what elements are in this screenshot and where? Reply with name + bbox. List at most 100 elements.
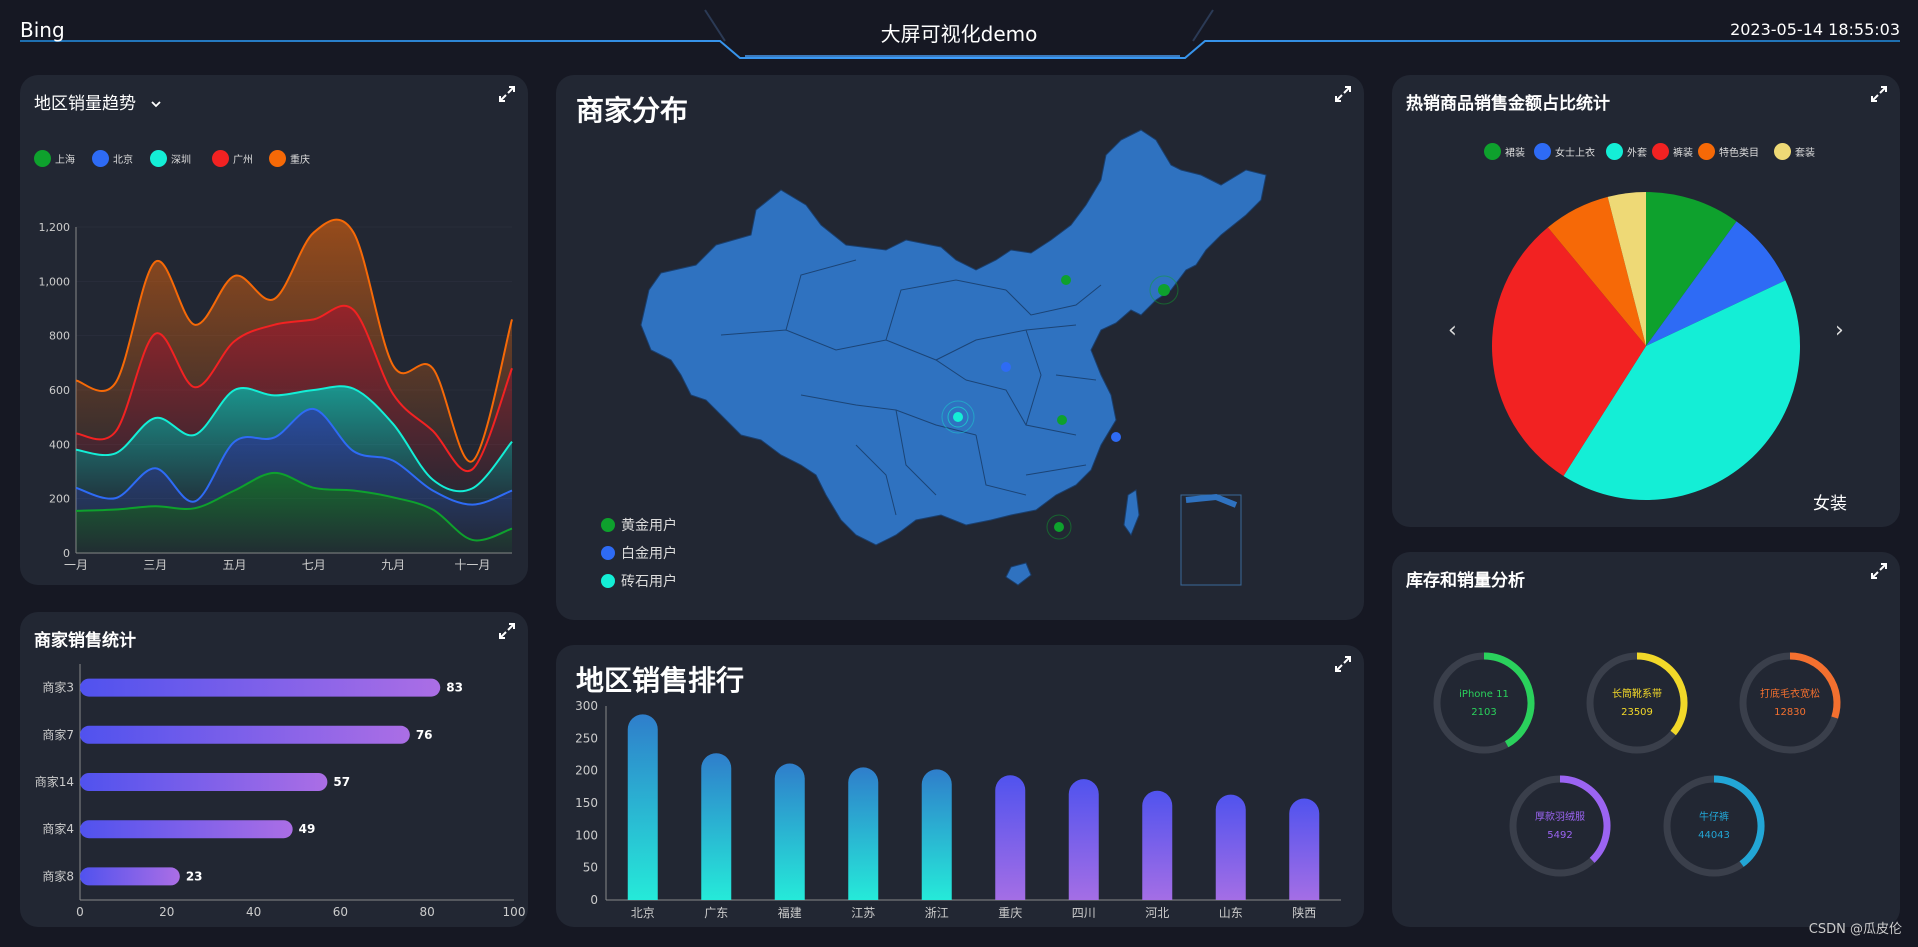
pie-slice-裙装[interactable] [1646,192,1737,346]
y-tick-label: 250 [575,731,598,745]
y-tick-label: 商家7 [42,727,74,742]
expand-icon[interactable] [1334,655,1352,673]
bar[interactable] [80,678,441,697]
ring-label: 打底毛衣宽松 [1760,687,1820,700]
marker-gold[interactable] [1057,415,1067,425]
pie-slice-套装[interactable] [1607,192,1646,346]
legend-item[interactable]: 重庆 [269,150,310,167]
x-tick-label: 陕西 [1292,905,1316,920]
map-legend-item[interactable]: 黄金用户 [601,515,677,535]
x-tick-label: 江苏 [851,906,875,920]
inset-coast [1185,493,1238,508]
area-series-北京[interactable] [76,408,512,541]
legend-label: 黄金用户 [621,518,677,534]
x-tick-label: 十一月 [454,558,490,572]
line-series-上海[interactable] [75,471,513,542]
bar[interactable] [1142,790,1173,900]
legend-item[interactable]: 裙装 [1484,143,1525,160]
header-frame [20,9,1900,59]
pie-slice-特色类目[interactable] [1547,196,1646,346]
bar[interactable] [80,820,293,839]
area-series-上海[interactable] [76,472,512,553]
bar[interactable] [80,867,180,886]
bar[interactable] [80,773,328,791]
legend-item[interactable]: 上海 [34,150,75,167]
ring-progress[interactable] [1636,652,1688,736]
x-tick-label: 七月 [302,558,326,572]
marker-diamond[interactable] [953,412,963,422]
stock-panel: 库存和销量分析 iPhone 11 2103 长筒靴系带 23509 打底毛衣宽松 128… [1392,552,1900,927]
marker-platinum[interactable] [1111,432,1121,442]
bar[interactable] [1289,798,1320,900]
pie-slice-外套[interactable] [1563,280,1800,500]
legend-item[interactable]: 裤装 [1652,143,1693,160]
rank-chart: 0 50 100 150 200 250 300 北京 广东 福建 江苏 浙江 重庆 四川 河北 山东 陕西 [575,699,1341,920]
bar[interactable] [848,767,879,900]
y-tick-label: 100 [575,828,598,842]
prev-arrow[interactable]: ‹ [1448,318,1457,343]
legend-dot [34,150,51,167]
bar[interactable] [80,725,410,744]
ring-progress[interactable] [1559,775,1611,863]
legend-item[interactable]: 套装 [1774,143,1815,160]
marker-gold[interactable] [1054,522,1064,532]
legend-item[interactable]: 特色类目 [1698,143,1759,160]
line-series-广州[interactable] [75,304,513,473]
bar[interactable] [627,714,658,900]
x-tick-label: 80 [420,905,435,919]
y-tick-label: 0 [590,893,598,907]
bar[interactable] [701,753,732,900]
bar[interactable] [995,775,1026,900]
seller-title: 商家销售统计 [34,631,136,651]
legend-item[interactable]: 深圳 [150,150,191,167]
map-legend-item[interactable]: 白金用户 [601,543,677,563]
map-legend-item[interactable]: 砖石用户 [601,571,677,591]
expand-icon[interactable] [1334,85,1352,103]
area-series-广州[interactable] [76,305,512,492]
legend-label: 白金用户 [621,546,677,562]
bar[interactable] [1215,794,1246,900]
y-tick-label: 150 [575,796,598,810]
map-panel: 商家分布 黄金用户 白金用户 砖石用户 [556,75,1364,620]
x-tick-label: 重庆 [998,906,1022,920]
ring-label: 厚款羽绒服 [1535,810,1585,823]
line-series-重庆[interactable] [75,218,513,463]
taiwan-island [1123,489,1140,537]
trend-title-dropdown[interactable]: 地区销量趋势 [34,89,163,114]
expand-icon[interactable] [498,622,516,640]
data-label: 83 [446,681,463,695]
marker-platinum[interactable] [1001,362,1011,372]
marker-gold[interactable] [1158,284,1170,296]
legend-item[interactable]: 广州 [212,150,253,167]
x-tick-label: 60 [333,905,348,919]
y-tick-label: 1,000 [39,275,71,288]
china-map[interactable] [556,75,1364,620]
pie-slice-裤装[interactable] [1492,227,1646,477]
ring-progress[interactable] [1713,775,1765,867]
y-tick-label: 商家4 [42,821,74,836]
legend-dot [92,150,109,167]
legend-item[interactable]: 北京 [92,150,133,167]
area-series-重庆[interactable] [76,219,512,472]
marker-gold[interactable] [1061,275,1071,285]
area-series-深圳[interactable] [76,386,512,505]
ring-progress[interactable] [1789,652,1841,719]
pie-slice-女士上衣[interactable] [1646,221,1786,346]
ring-progress[interactable] [1483,652,1535,748]
x-tick-label: 一月 [64,558,88,572]
brand-name: Bing [20,18,65,42]
expand-icon[interactable] [1870,562,1888,580]
legend-item[interactable]: 女士上衣 [1534,143,1595,160]
expand-icon[interactable] [498,85,516,103]
line-series-深圳[interactable] [75,385,513,493]
expand-icon[interactable] [1870,85,1888,103]
bar[interactable] [921,769,952,900]
legend-dot [150,150,167,167]
next-arrow[interactable]: › [1835,318,1844,343]
bar[interactable] [774,763,805,900]
line-series-北京[interactable] [75,408,513,506]
bar[interactable] [1068,779,1099,900]
legend-item[interactable]: 外套 [1606,143,1647,160]
data-label: 57 [333,775,350,789]
x-tick-label: 广东 [704,906,728,920]
